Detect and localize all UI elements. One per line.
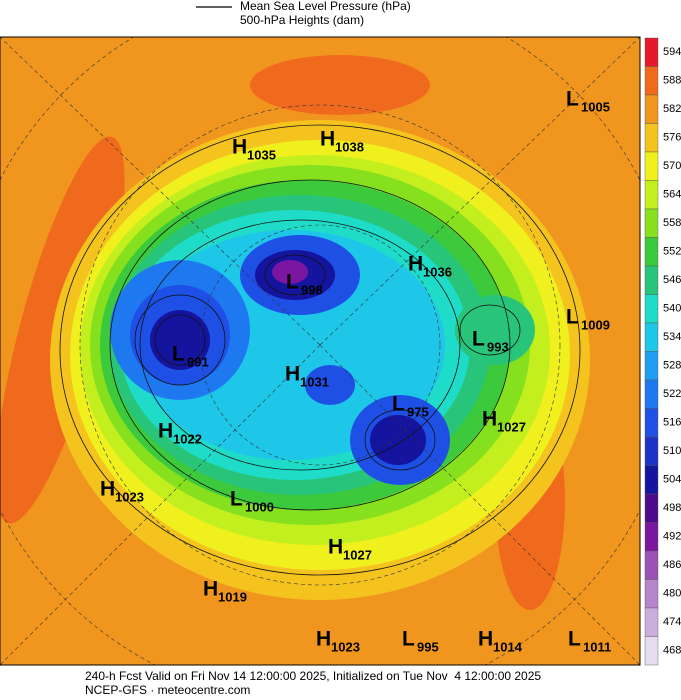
center-value: 1014 [493,639,523,654]
colorbar-label: 522 [663,388,681,400]
center-type: H [232,136,247,159]
center-value: 1023 [115,489,144,504]
colorbar-label: 474 [663,616,681,628]
colorbar-cell [644,607,659,637]
center-value: 1000 [245,499,274,514]
colorbar-label: 528 [663,360,681,372]
colorbar-label: 576 [663,132,681,144]
colorbar-cell [644,180,659,210]
colorbar-label: 540 [663,303,681,315]
center-type: L [392,393,405,416]
footer-line-2: NCEP-GFS · meteocentre.com [85,683,250,697]
colorbar-cell [644,322,659,352]
colorbar-cell [644,37,659,67]
center-value: 1011 [583,639,611,654]
center-type: H [482,408,497,431]
center-type: H [328,536,343,559]
colorbar-label: 516 [663,417,681,429]
colorbar-cell [644,66,659,96]
colorbar-cell [644,208,659,238]
center-value: 1035 [247,147,276,162]
center-type: H [320,128,335,151]
colorbar-cell [644,265,659,295]
colorbar-label: 534 [663,331,681,343]
center-type: L [566,306,579,329]
colorbar-cell [644,550,659,580]
colorbar-label: 546 [663,274,681,286]
center-value: 1031 [300,374,329,389]
colorbar-cell [644,522,659,552]
colorbar-label: 552 [663,246,681,258]
legend-contour-label: Mean Sea Level Pressure (hPa) [240,0,411,13]
center-type: H [100,478,115,501]
center-type: H [203,578,218,601]
colorbar-label: 492 [663,531,681,543]
center-value: 1038 [335,139,364,154]
colorbar-cell [644,351,659,381]
colorbar-label: 498 [663,502,681,514]
center-type: H [478,628,493,651]
colorbar-label: 594 [663,46,681,58]
center-type: L [568,628,581,651]
colorbar-cell [644,151,659,181]
colorbar-cell [644,408,659,438]
colorbar-cell [644,237,659,267]
colorbar-cell [644,436,659,466]
colorbar-label: 480 [663,588,681,600]
center-value: 1036 [423,264,452,279]
colorbar-cell [644,123,659,153]
colorbar-label: 468 [663,645,681,657]
center-value: 1022 [173,431,202,446]
center-type: H [158,420,173,443]
colorbar-label: 510 [663,445,681,457]
center-type: H [285,363,300,386]
center-type: L [230,488,243,511]
colorbar-cell [644,636,659,666]
footer-line-1: 240-h Fcst Valid on Fri Nov 14 12:00:00 … [85,669,541,683]
center-value: 993 [487,339,509,354]
colorbar-cell [644,379,659,409]
center-type: H [316,628,331,651]
colorbar-label: 504 [663,474,681,486]
center-type: L [172,343,185,366]
colorbar-cell [644,465,659,495]
colorbar-cell [644,493,659,523]
center-value: 991 [187,354,209,369]
center-value: 1005 [581,99,610,114]
colorbar-cell [644,294,659,324]
colorbar-label: 570 [663,160,681,172]
colorbar-label: 582 [663,103,681,115]
colorbar-label: 564 [663,189,681,201]
center-value: 1009 [581,317,610,332]
center-value: 1027 [343,547,372,562]
colorbar-cell [644,579,659,609]
center-type: H [408,253,423,276]
center-value: 1027 [497,419,526,434]
center-value: 1019 [218,589,247,604]
colorbar-cell [644,94,659,124]
colorbar-label: 588 [663,75,681,87]
center-value: 995 [417,639,439,654]
center-value: 975 [407,404,429,419]
center-type: L [286,271,299,294]
center-type: L [566,88,579,111]
legend-shading-label: 500-hPa Heights (dam) [240,13,364,27]
center-value: 1023 [331,639,360,654]
center-value: 998 [301,282,323,297]
colorbar-label: 558 [663,217,681,229]
center-type: L [402,628,415,651]
center-type: L [472,328,485,351]
colorbar-label: 486 [663,559,681,571]
